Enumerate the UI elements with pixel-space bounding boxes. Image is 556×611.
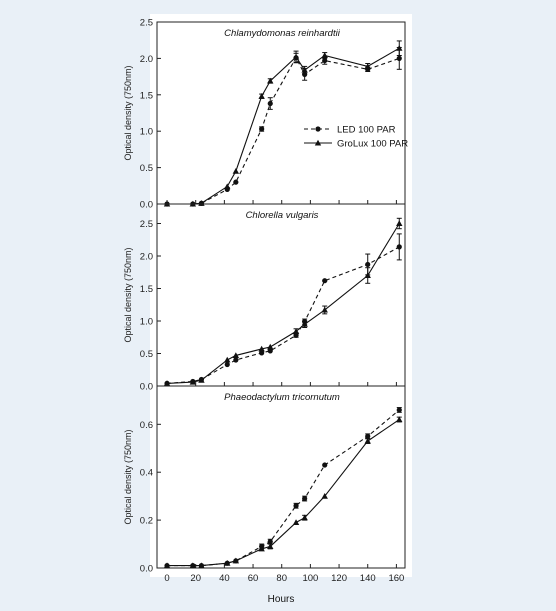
data-point-led (233, 357, 239, 363)
x-tick-label: 100 (302, 573, 318, 584)
data-point-led (322, 278, 328, 284)
data-point-led (233, 179, 239, 185)
y-tick-label: 0.0 (140, 382, 153, 393)
data-point-led (302, 495, 308, 502)
data-point-grolux (301, 66, 308, 73)
legend-marker (315, 126, 321, 132)
x-tick-label: 160 (388, 573, 404, 584)
y-tick-label: 1.5 (140, 90, 153, 101)
series-line-led (166, 246, 400, 384)
data-point-led (396, 244, 402, 250)
y-tick-label: 2.5 (140, 219, 153, 230)
data-point-grolux (364, 63, 371, 69)
data-point-grolux (364, 437, 371, 444)
data-point-grolux (364, 272, 371, 279)
data-point-led (322, 57, 328, 64)
data-point-led (322, 462, 328, 468)
y-axis-label: Optical density (750nm) (123, 247, 133, 342)
data-point-led (293, 503, 299, 509)
data-point-grolux (267, 343, 274, 350)
y-axis-label: Optical density (750nm) (123, 65, 133, 160)
data-point-grolux (198, 562, 205, 569)
data-point-led (396, 407, 402, 413)
y-axis-label: Optical density (750nm) (123, 429, 133, 524)
data-point-grolux (232, 168, 240, 174)
data-point-grolux (292, 519, 300, 526)
data-point-led (365, 433, 371, 439)
data-point-grolux (224, 560, 231, 566)
x-tick-label: 0 (164, 573, 169, 584)
data-point-grolux (224, 183, 231, 190)
data-point-grolux (396, 416, 403, 423)
y-tick-label: 0.5 (140, 163, 153, 174)
data-point-grolux (396, 220, 403, 227)
data-point-led (267, 348, 273, 354)
series-line-led (167, 409, 400, 567)
y-tick-label: 0.6 (140, 420, 153, 431)
data-point-led (259, 126, 265, 132)
data-point-grolux (321, 492, 328, 499)
x-axis-label: Hours (268, 594, 295, 605)
y-tick-label: 0.0 (140, 200, 153, 211)
data-point-grolux (396, 45, 403, 51)
panel-title: Phaeodactylum tricornutum (224, 392, 340, 403)
data-point-grolux (189, 562, 197, 569)
y-tick-label: 0.4 (140, 468, 153, 479)
y-tick-label: 0.5 (140, 349, 153, 360)
data-point-grolux (163, 380, 171, 386)
panel-title: Chlamydomonas reinhardtii (224, 28, 341, 39)
data-point-grolux (258, 93, 265, 99)
panel-title: Chlorella vulgaris (246, 210, 319, 221)
x-tick-label: 20 (190, 573, 201, 584)
data-point-led (259, 350, 265, 356)
data-point-grolux (189, 378, 197, 385)
y-tick-label: 1.0 (140, 127, 153, 138)
data-point-grolux (301, 321, 308, 327)
data-point-grolux (321, 52, 328, 59)
data-point-grolux (232, 557, 240, 564)
y-tick-label: 2.5 (140, 18, 153, 29)
x-tick-label: 60 (248, 573, 259, 584)
data-point-grolux (198, 376, 205, 383)
data-point-grolux (267, 77, 274, 84)
x-tick-label: 40 (219, 573, 230, 584)
data-point-led (267, 100, 273, 107)
data-point-grolux (224, 356, 231, 363)
panel-frame (156, 385, 406, 569)
data-point-led (396, 55, 402, 62)
data-point-led (267, 539, 273, 545)
legend-marker (314, 139, 322, 146)
y-tick-label: 2.0 (140, 252, 153, 263)
y-tick-label: 0.0 (140, 564, 153, 575)
x-tick-label: 120 (331, 573, 347, 584)
data-point-led (365, 261, 371, 268)
y-tick-label: 1.5 (140, 284, 153, 295)
data-point-grolux (321, 306, 328, 313)
data-point-grolux (267, 543, 274, 550)
data-point-grolux (258, 545, 265, 552)
x-tick-label: 80 (276, 573, 287, 584)
data-point-grolux (258, 345, 265, 352)
legend-label: LED 100 PAR (337, 125, 396, 136)
y-tick-label: 2.0 (140, 54, 153, 65)
y-tick-label: 0.2 (140, 516, 153, 527)
data-point-grolux (292, 53, 300, 60)
legend-label: GroLux 100 PAR (337, 139, 408, 150)
data-point-led (302, 71, 308, 78)
data-point-grolux (163, 562, 171, 569)
data-point-grolux (232, 352, 240, 359)
x-tick-label: 140 (360, 573, 376, 584)
data-point-grolux (292, 328, 300, 334)
data-point-led (224, 361, 230, 368)
y-tick-label: 1.0 (140, 317, 153, 328)
series-line-led (167, 56, 400, 205)
data-point-grolux (301, 514, 308, 521)
